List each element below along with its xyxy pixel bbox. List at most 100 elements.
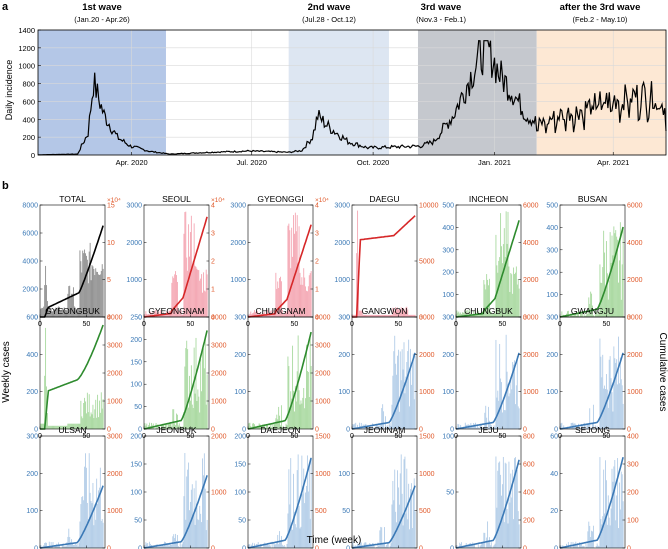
- weekly-bar: [507, 211, 509, 317]
- weekly-bar: [404, 393, 406, 429]
- weekly-bar: [411, 528, 413, 548]
- weekly-bar: [283, 544, 285, 548]
- panel-title: ULSAN: [58, 425, 86, 435]
- weekly-bar: [166, 544, 168, 548]
- weekly-bar: [44, 375, 46, 429]
- weekly-bar: [48, 306, 50, 317]
- weekly-bar: [381, 314, 383, 317]
- weekly-bar: [385, 314, 387, 317]
- weekly-bar: [398, 308, 400, 317]
- weekly-bar: [280, 405, 282, 429]
- wave-title-4: after the 3rd wave: [560, 2, 641, 13]
- x-tick-label: Apr. 2021: [597, 158, 629, 167]
- weekly-bar: [355, 314, 357, 317]
- weekly-bar: [101, 408, 103, 429]
- weekly-bar: [261, 427, 263, 429]
- small-multiple-jeonbuk: JEONBUK050100150200010002000050: [130, 425, 226, 549]
- weekly-bar: [297, 262, 299, 317]
- weekly-bar: [52, 425, 54, 429]
- weekly-bar: [615, 520, 617, 548]
- y-tick-label: 0: [31, 151, 35, 160]
- weekly-bar: [252, 542, 254, 548]
- weekly-bar: [192, 516, 194, 548]
- weekly-bar: [517, 279, 519, 317]
- weekly-bar: [94, 275, 96, 317]
- weekly-bar: [40, 423, 42, 429]
- left-tick-label: 2000: [22, 287, 38, 294]
- left-tick-label: 0: [138, 315, 142, 322]
- weekly-bar: [371, 314, 373, 317]
- weekly-bar: [277, 281, 279, 317]
- weekly-bar: [62, 310, 64, 317]
- weekly-bar: [158, 428, 160, 429]
- weekly-bar: [619, 509, 621, 548]
- weekly-bar: [353, 424, 355, 429]
- weekly-bar: [368, 314, 370, 317]
- weekly-bar: [78, 308, 80, 317]
- weekly-bar: [98, 417, 99, 429]
- weekly-bar: [77, 546, 79, 548]
- left-tick-label: 0: [34, 427, 38, 434]
- weekly-bar: [614, 358, 616, 429]
- weekly-bar: [305, 492, 307, 548]
- weekly-bar: [98, 490, 99, 548]
- weekly-bar: [379, 530, 381, 548]
- weekly-bar: [73, 306, 75, 317]
- weekly-bar: [460, 312, 462, 317]
- right-tick-label: 400: [523, 490, 535, 497]
- weekly-bar: [251, 544, 253, 548]
- weekly-bar: [570, 423, 572, 429]
- weekly-bar: [167, 543, 169, 548]
- weekly-bar: [587, 313, 589, 317]
- weekly-bar: [99, 412, 101, 429]
- axes-frame: [247, 435, 314, 549]
- cumulative-line: [143, 330, 208, 430]
- weekly-bar: [276, 288, 278, 317]
- weekly-bar: [605, 389, 606, 429]
- axes-frame: [39, 435, 106, 549]
- weekly-bar: [77, 423, 79, 429]
- weekly-bar: [405, 513, 407, 548]
- weekly-bar: [66, 425, 68, 429]
- weekly-bar: [621, 474, 623, 548]
- weekly-bar: [55, 307, 57, 317]
- weekly-bar: [280, 540, 281, 548]
- weekly-bar: [299, 272, 301, 317]
- right-tick-label: 1500: [315, 434, 331, 441]
- right-tick-label: 1000: [107, 508, 123, 515]
- weekly-bar: [203, 368, 205, 429]
- weekly-bar: [472, 314, 474, 317]
- weekly-bar: [392, 480, 394, 548]
- weekly-bar: [254, 311, 256, 317]
- left-tick-label: 0: [346, 315, 350, 322]
- left-tick-label: 100: [234, 389, 246, 396]
- weekly-bar: [604, 513, 606, 548]
- right-axis-exponent: ×10⁴: [211, 197, 225, 204]
- weekly-bar: [586, 312, 588, 317]
- weekly-bar: [295, 231, 297, 317]
- panel-a-chart: 0 200 400 600 800 1000 1200 1400 Apr. 2020 Jul. 2…: [4, 2, 667, 167]
- weekly-bar: [611, 235, 613, 317]
- weekly-bar: [609, 525, 611, 548]
- weekly-bar: [579, 544, 581, 548]
- weekly-bar: [295, 401, 297, 429]
- panel-title: TOTAL: [59, 194, 86, 204]
- weekly-bar: [252, 423, 254, 429]
- right-tick-label: 0: [419, 427, 423, 434]
- weekly-bar: [488, 542, 489, 548]
- weekly-bar: [591, 293, 593, 317]
- weekly-bar: [492, 313, 494, 317]
- x-tick-label: Apr. 2020: [116, 158, 148, 167]
- weekly-bar: [581, 313, 583, 317]
- weekly-bar: [607, 299, 609, 317]
- weekly-bar: [76, 423, 78, 429]
- weekly-bar: [364, 542, 366, 548]
- weekly-bar: [97, 394, 99, 429]
- y-tick-label: 1000: [18, 62, 35, 71]
- weekly-bar: [72, 287, 74, 317]
- weekly-bar: [52, 310, 54, 317]
- weekly-bar: [295, 527, 297, 548]
- weekly-bar: [182, 541, 184, 548]
